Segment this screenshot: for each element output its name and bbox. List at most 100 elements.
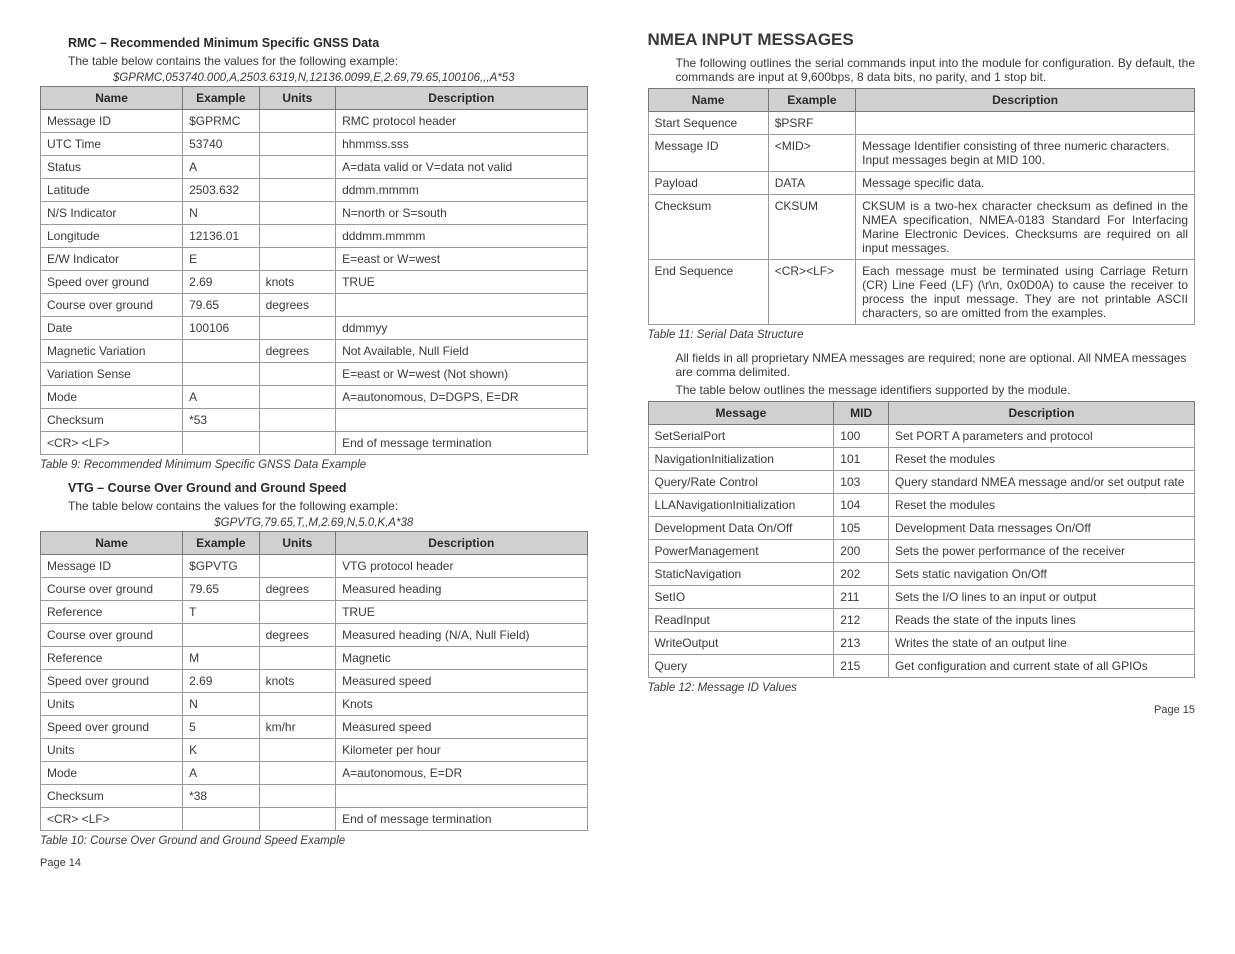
rmc-example: $GPRMC,053740.000,A,2503.6319,N,12136.00… <box>40 72 588 84</box>
table-row: ReadInput212Reads the state of the input… <box>648 609 1195 632</box>
table-row: Course over ground79.65degrees <box>41 294 588 317</box>
table-cell: Message ID <box>648 135 768 172</box>
table-row: ModeAA=autonomous, E=DR <box>41 762 588 785</box>
table-cell: 100 <box>834 425 889 448</box>
table-cell: SetIO <box>648 586 834 609</box>
table-cell: Message specific data. <box>856 172 1195 195</box>
rmc-table: NameExampleUnitsDescriptionMessage ID$GP… <box>40 86 588 455</box>
table-cell <box>259 133 336 156</box>
table-row: End Sequence<CR><LF>Each message must be… <box>648 260 1195 325</box>
table-cell <box>259 156 336 179</box>
table-cell: Measured heading (N/A, Null Field) <box>336 624 587 647</box>
table-row: PayloadDATAMessage specific data. <box>648 172 1195 195</box>
table-cell <box>259 762 336 785</box>
column-header: Example <box>768 89 855 112</box>
table-cell: Message Identifier consisting of three n… <box>856 135 1195 172</box>
table-cell: Query standard NMEA message and/or set o… <box>888 471 1194 494</box>
nmea-title: NMEA INPUT MESSAGES <box>648 30 1196 50</box>
table-cell: degrees <box>259 578 336 601</box>
table-row: NavigationInitialization101Reset the mod… <box>648 448 1195 471</box>
table-cell: Magnetic <box>336 647 587 670</box>
table-cell: 79.65 <box>183 294 260 317</box>
table-cell: Magnetic Variation <box>41 340 183 363</box>
table-cell: A=autonomous, D=DGPS, E=DR <box>336 386 587 409</box>
table-cell: knots <box>259 271 336 294</box>
table-cell: Date <box>41 317 183 340</box>
table-row: <CR> <LF>End of message termination <box>41 808 588 831</box>
table-cell: TRUE <box>336 601 587 624</box>
vtg-intro: The table below contains the values for … <box>68 499 588 513</box>
table-row: StaticNavigation202Sets static navigatio… <box>648 563 1195 586</box>
page-number-left: Page 14 <box>40 857 588 869</box>
table-cell: Checksum <box>41 409 183 432</box>
table-cell: End of message termination <box>336 808 587 831</box>
table-cell: ddmm.mmmm <box>336 179 587 202</box>
table-row: Development Data On/Off105Development Da… <box>648 517 1195 540</box>
table-cell: E=east or W=west <box>336 248 587 271</box>
table-cell: hhmmss.sss <box>336 133 587 156</box>
table-cell: Measured speed <box>336 670 587 693</box>
table-cell: Status <box>41 156 183 179</box>
table-cell: Sets the I/O lines to an input or output <box>888 586 1194 609</box>
table-cell: 211 <box>834 586 889 609</box>
table-cell: Units <box>41 693 183 716</box>
page-container: RMC – Recommended Minimum Specific GNSS … <box>40 30 1195 869</box>
left-column: RMC – Recommended Minimum Specific GNSS … <box>40 30 588 869</box>
right-column: NMEA INPUT MESSAGES The following outlin… <box>648 30 1196 869</box>
table-cell <box>259 179 336 202</box>
table-cell: 79.65 <box>183 578 260 601</box>
table-cell: A=data valid or V=data not valid <box>336 156 587 179</box>
page-number-right: Page 15 <box>648 704 1196 716</box>
table-cell: Start Sequence <box>648 112 768 135</box>
table-row: ReferenceMMagnetic <box>41 647 588 670</box>
table-row: SetIO211Sets the I/O lines to an input o… <box>648 586 1195 609</box>
table-row: Message ID$GPVTGVTG protocol header <box>41 555 588 578</box>
table-row: ReferenceTTRUE <box>41 601 588 624</box>
table-cell: Measured heading <box>336 578 587 601</box>
table-cell: Mode <box>41 386 183 409</box>
column-header: MID <box>834 402 889 425</box>
table-cell: Not Available, Null Field <box>336 340 587 363</box>
table-row: <CR> <LF>End of message termination <box>41 432 588 455</box>
column-header: Description <box>888 402 1194 425</box>
column-header: Description <box>336 87 587 110</box>
table-cell: Reset the modules <box>888 494 1194 517</box>
nmea-note2: The table below outlines the message ide… <box>676 383 1196 397</box>
table-row: StatusAA=data valid or V=data not valid <box>41 156 588 179</box>
table-cell: $GPRMC <box>183 110 260 133</box>
table-row: Date100106ddmmyy <box>41 317 588 340</box>
table-cell: RMC protocol header <box>336 110 587 133</box>
table-cell <box>259 110 336 133</box>
table-cell: ddmmyy <box>336 317 587 340</box>
column-header: Units <box>259 532 336 555</box>
table-cell <box>259 248 336 271</box>
table-cell: $GPVTG <box>183 555 260 578</box>
table-row: Message ID<MID>Message Identifier consis… <box>648 135 1195 172</box>
column-header: Message <box>648 402 834 425</box>
table-cell <box>259 693 336 716</box>
table-cell: N=north or S=south <box>336 202 587 225</box>
column-header: Name <box>41 87 183 110</box>
table-cell <box>183 432 260 455</box>
column-header: Description <box>336 532 587 555</box>
table-row: Magnetic VariationdegreesNot Available, … <box>41 340 588 363</box>
table-cell: E=east or W=west (Not shown) <box>336 363 587 386</box>
table-cell: Measured speed <box>336 716 587 739</box>
vtg-example: $GPVTG,79.65,T,,M,2.69,N,5.0,K,A*38 <box>40 517 588 529</box>
table-cell: Units <box>41 739 183 762</box>
table-cell: 5 <box>183 716 260 739</box>
table-cell <box>259 601 336 624</box>
table-cell: Speed over ground <box>41 271 183 294</box>
table-cell: N <box>183 693 260 716</box>
table-cell: SetSerialPort <box>648 425 834 448</box>
table-cell: VTG protocol header <box>336 555 587 578</box>
table-row: Checksum*38 <box>41 785 588 808</box>
table-cell: 2503.632 <box>183 179 260 202</box>
table-cell: knots <box>259 670 336 693</box>
table-cell: Course over ground <box>41 624 183 647</box>
table-cell: Reference <box>41 601 183 624</box>
t12-caption: Table 12: Message ID Values <box>648 682 1196 694</box>
column-header: Description <box>856 89 1195 112</box>
column-header: Example <box>183 87 260 110</box>
table-cell: Speed over ground <box>41 670 183 693</box>
